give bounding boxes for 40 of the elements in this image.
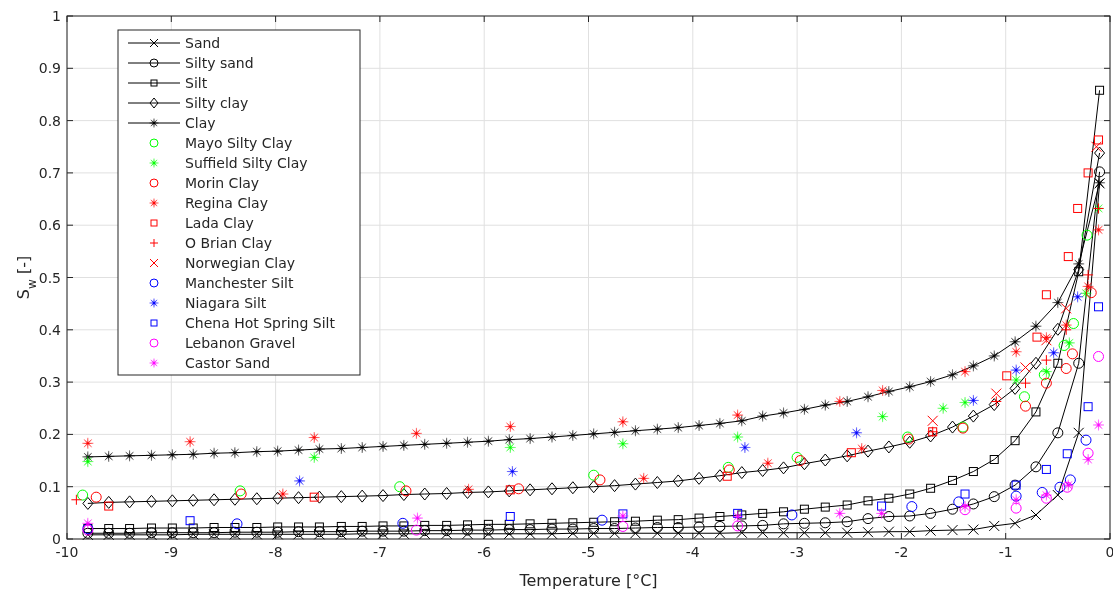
legend-label: Niagara Silt xyxy=(185,295,267,311)
y-tick-label: 0 xyxy=(52,531,61,547)
x-tick-label: -8 xyxy=(268,544,283,560)
legend-label: Sand xyxy=(185,35,221,51)
legend-label: Silty sand xyxy=(185,55,254,71)
x-tick-label: -1 xyxy=(998,544,1013,560)
x-tick-label: -7 xyxy=(372,544,387,560)
y-tick-label: 0.3 xyxy=(38,374,61,391)
legend-label: Morin Clay xyxy=(185,175,260,191)
x-tick-label: -4 xyxy=(685,544,700,560)
y-tick-label: 0.9 xyxy=(38,60,61,77)
legend-label: O Brian Clay xyxy=(185,235,273,251)
x-tick-label: -6 xyxy=(477,544,492,560)
legend-label: Norwegian Clay xyxy=(185,255,296,271)
x-tick-label: -9 xyxy=(164,544,179,560)
x-tick-label: -5 xyxy=(581,544,596,560)
legend-label: Mayo Silty Clay xyxy=(185,135,293,151)
y-tick-label: 0.8 xyxy=(38,112,61,129)
x-tick-label: -10 xyxy=(55,544,79,560)
x-tick-label: -2 xyxy=(894,544,909,560)
legend-label: Suffield Silty Clay xyxy=(185,155,308,171)
legend-label: Silt xyxy=(185,75,208,91)
legend-label: Lebanon Gravel xyxy=(185,335,296,351)
y-tick-label: 0.6 xyxy=(38,217,62,234)
x-tick-label: -3 xyxy=(790,544,805,560)
y-tick-label: 0.4 xyxy=(38,321,62,338)
legend-label: Silty clay xyxy=(185,95,249,111)
y-tick-label: 0.5 xyxy=(38,269,61,286)
y-tick-label: 0.2 xyxy=(38,426,61,443)
legend-label: Chena Hot Spring Silt xyxy=(185,315,336,331)
legend-label: Castor Sand xyxy=(185,355,271,371)
legend-label: Clay xyxy=(185,115,216,131)
y-tick-label: 0.7 xyxy=(38,164,61,181)
x-tick-label: 0 xyxy=(1105,544,1113,560)
legend-label: Regina Clay xyxy=(185,195,268,211)
legend-label: Manchester Silt xyxy=(185,275,294,291)
y-tick-label: 0.1 xyxy=(38,478,61,495)
y-tick-label: 1 xyxy=(52,8,61,24)
x-axis-title: Temperature [°C] xyxy=(518,571,658,590)
legend-label: Lada Clay xyxy=(185,215,254,231)
